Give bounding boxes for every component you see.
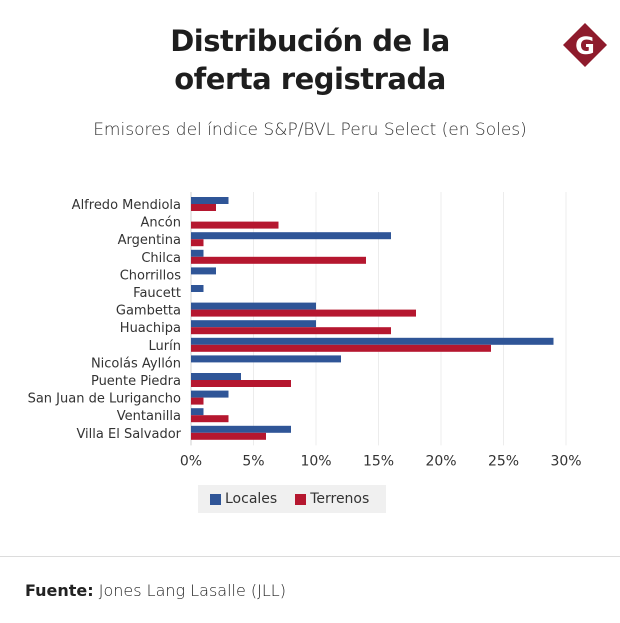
bar-locales-argentina [191,232,391,240]
category-label-chorrillos: Chorrillos [120,268,182,283]
category-label-faucett: Faucett [133,286,181,301]
bar-terrenos-chilca [191,256,366,264]
bar-terrenos-puente-piedra [191,380,291,387]
legend: Locales Terrenos [198,485,386,513]
bar-locales-alfredo-mendiola [191,197,229,204]
category-label-ancon: Ancón [141,216,181,231]
footer-divider [0,556,620,557]
category-label-nicolas-ayllon: Nicolás Ayllón [91,356,181,371]
bar-locales-nicolas-ayllon [191,355,341,363]
bar-terrenos-villa-el-salvador [191,432,266,440]
title-line-2: oferta registrada [174,62,446,96]
category-label-gambetta: Gambetta [116,304,181,319]
legend-swatch-locales [210,493,221,505]
bar-locales-san-juan-de-lurigancho [191,390,229,398]
category-label-alfredo-mendiola: Alfredo Mendiola [72,198,181,213]
category-label-argentina: Argentina [118,233,181,248]
x-tick-label: 5% [242,453,264,469]
bar-terrenos-lurin [191,344,491,352]
bar-terrenos-ventanilla [191,415,229,423]
category-label-chilca: Chilca [141,251,181,266]
x-tick-label: 20% [425,453,456,469]
source-label: Fuente: [25,581,94,600]
title-line-1: Distribución de la [170,24,450,58]
category-label-ventanilla: Ventanilla [117,409,181,424]
bar-chart: 0% 5% 10% 15% 20% 25% 30% Alfredo Mendiola Ancón… [28,192,582,469]
legend-item-locales: Locales [210,491,277,507]
category-label-puente-piedra: Puente Piedra [91,374,181,389]
bar-terrenos-huachipa [191,327,391,335]
bar-terrenos-gambetta [191,309,416,317]
bar-terrenos-alfredo-mendiola [191,204,216,211]
bar-terrenos-ancon [191,221,279,229]
bar-locales-faucett [191,285,204,292]
x-tick-label: 30% [550,453,581,469]
bar-locales-huachipa [191,320,316,328]
category-label-huachipa: Huachipa [120,321,181,336]
source-text: Jones Lang Lasalle (JLL) [93,581,286,600]
legend-item-terrenos: Terrenos [295,491,369,507]
bar-locales-ventanilla [191,408,204,416]
bar-locales-puente-piedra [191,373,241,380]
x-tick-label: 25% [488,453,519,469]
bar-locales-villa-el-salvador [191,425,291,433]
bar-terrenos-argentina [191,239,204,247]
chart-title: Distribución de la oferta registrada [0,22,620,98]
x-tick-label: 15% [363,453,394,469]
source-note: Fuente: Jones Lang Lasalle (JLL) [25,581,286,600]
bar-locales-lurin [191,337,554,345]
category-label-lurin: Lurín [149,339,181,354]
category-label-san-juan-de-lurigancho: San Juan de Lurigancho [28,392,181,407]
logo-diamond [563,23,607,67]
legend-swatch-terrenos [295,493,307,505]
bar-locales-chilca [191,249,204,257]
bar-terrenos-san-juan-de-lurigancho [191,397,204,405]
category-label-villa-el-salvador: Villa El Salvador [76,427,181,442]
x-tick-label: 10% [300,453,331,469]
x-tick-label: 0% [180,453,202,469]
chart-subtitle: Emisores del índice S&P/BVL Peru Select … [93,120,527,140]
logo-icon: G [563,23,607,67]
legend-label-locales: Locales [225,491,278,507]
logo-letter: G [575,32,595,60]
bar-locales-chorrillos [191,267,216,275]
bar-locales-gambetta [191,302,316,310]
legend-label-terrenos: Terrenos [310,491,370,507]
